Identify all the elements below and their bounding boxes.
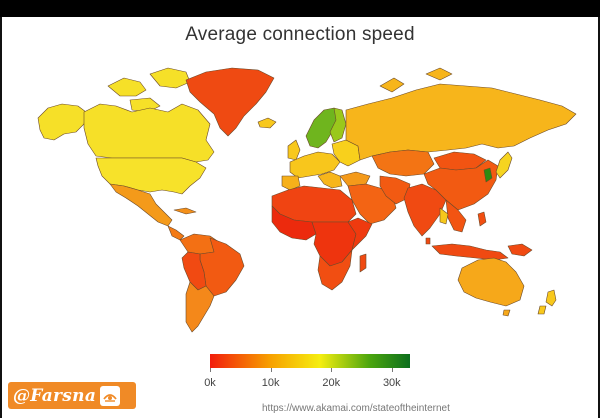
- legend-tick-mark: [391, 368, 393, 372]
- region-canada[interactable]: [83, 103, 215, 163]
- region-sri-lanka[interactable]: [425, 237, 431, 245]
- region-west-africa[interactable]: [271, 205, 317, 241]
- region-russia-islands[interactable]: [379, 67, 453, 93]
- region-china[interactable]: [423, 159, 499, 211]
- legend-tick-label: 10k: [261, 377, 280, 389]
- region-southeast-asia[interactable]: [445, 199, 467, 233]
- region-usa[interactable]: [95, 157, 207, 195]
- region-balkans-italy[interactable]: [317, 171, 343, 189]
- region-japan[interactable]: [495, 151, 513, 179]
- region-russia[interactable]: [345, 83, 577, 161]
- legend-gradient: [210, 354, 410, 368]
- region-finland[interactable]: [329, 107, 347, 143]
- region-new-guinea[interactable]: [507, 243, 533, 257]
- region-iceland[interactable]: [257, 117, 277, 129]
- region-indonesia[interactable]: [431, 243, 509, 261]
- legend-tick-mark: [270, 368, 272, 372]
- region-mexico[interactable]: [109, 183, 173, 227]
- color-legend: [210, 354, 410, 368]
- region-philippines[interactable]: [477, 211, 487, 227]
- frame-right: [598, 17, 600, 418]
- region-argentina-chile[interactable]: [185, 281, 215, 333]
- region-alaska[interactable]: [37, 103, 87, 141]
- region-india[interactable]: [403, 183, 447, 237]
- region-korea[interactable]: [483, 167, 493, 183]
- farsna-logo-icon: [100, 385, 121, 406]
- region-east-africa[interactable]: [347, 217, 373, 251]
- frame-left: [0, 17, 2, 418]
- legend-tick-mark: [210, 368, 211, 372]
- region-canada-islands[interactable]: [107, 67, 191, 113]
- legend-tick-mark: [331, 368, 333, 372]
- region-middle-east[interactable]: [347, 183, 397, 225]
- region-caribbean[interactable]: [173, 207, 197, 215]
- region-tasmania[interactable]: [502, 309, 511, 317]
- region-iran[interactable]: [379, 175, 411, 205]
- region-central-asia[interactable]: [371, 149, 435, 177]
- region-southern-africa[interactable]: [317, 249, 353, 291]
- map-title: Average connection speed: [185, 24, 415, 45]
- region-madagascar[interactable]: [359, 253, 367, 273]
- watermark-brand: @Farsna: [13, 385, 97, 406]
- region-greenland[interactable]: [185, 67, 275, 137]
- legend-tick-label: 30k: [382, 377, 401, 389]
- region-thailand[interactable]: [439, 207, 449, 225]
- legend-tick-label: 20k: [322, 377, 341, 389]
- legend-tick-label: 0k: [204, 377, 216, 389]
- source-url[interactable]: https://www.akamai.com/stateoftheinterne…: [262, 403, 450, 414]
- top-bar: [0, 0, 600, 17]
- region-uk[interactable]: [287, 139, 301, 161]
- region-new-zealand[interactable]: [537, 289, 557, 315]
- farsna-watermark: @Farsna: [8, 382, 136, 409]
- region-turkey[interactable]: [339, 171, 371, 187]
- region-australia[interactable]: [457, 257, 525, 307]
- region-central-america[interactable]: [167, 225, 185, 241]
